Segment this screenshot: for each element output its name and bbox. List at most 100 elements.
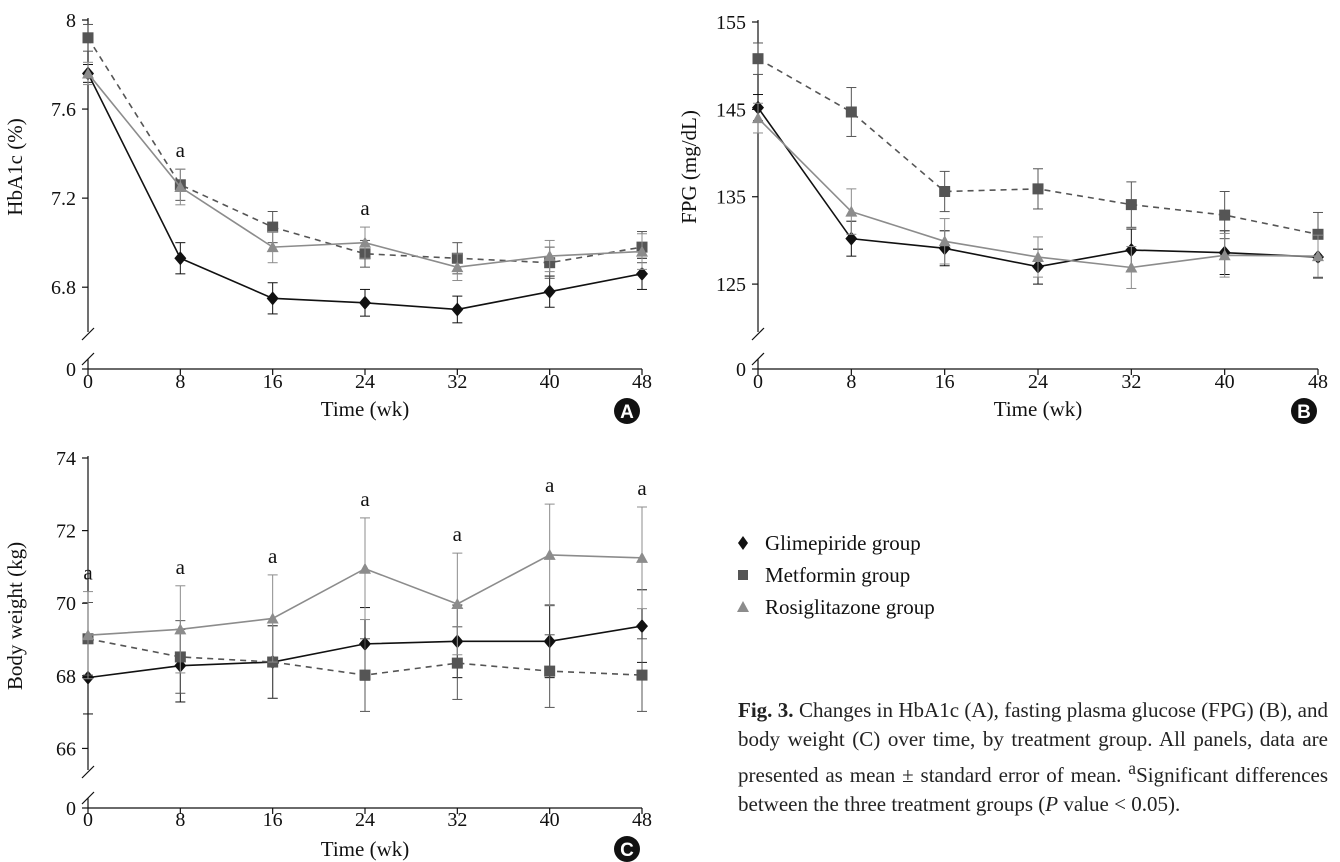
- y-tick-label: 74: [56, 448, 76, 470]
- x-tick-label: 0: [83, 371, 93, 393]
- series-metformin: [752, 42, 1324, 257]
- x-tick-label: 0: [753, 371, 763, 393]
- data-point-triangle: [451, 261, 464, 273]
- y-tick-label: 70: [56, 593, 76, 615]
- x-tick-label: 40: [1215, 371, 1235, 393]
- legend: Glimepiride group Metformin group Rosiglit…: [737, 531, 935, 619]
- data-point-triangle: [636, 245, 648, 257]
- data-point-square: [1219, 209, 1231, 221]
- significance-mark: a: [360, 196, 370, 220]
- data-point-diamond: [636, 619, 648, 634]
- y-tick-label: 125: [716, 274, 746, 296]
- y-tick-label: 0: [736, 359, 746, 381]
- significance-mark: a: [83, 561, 93, 585]
- significance-mark: a: [360, 487, 370, 511]
- x-tick-label: 24: [1028, 371, 1048, 393]
- data-point-triangle: [543, 548, 556, 560]
- data-point-square: [451, 657, 463, 669]
- panel-badge-label: A: [620, 402, 634, 423]
- data-point-square: [1312, 228, 1324, 240]
- x-tick-label: 24: [355, 371, 375, 393]
- significance-mark: a: [453, 522, 463, 546]
- data-point-diamond: [451, 302, 464, 317]
- series-glimepiride: [82, 64, 648, 324]
- data-point-diamond: [543, 284, 556, 299]
- data-point-triangle: [752, 112, 764, 124]
- data-point-square: [359, 669, 371, 681]
- y-tick-label: 7.2: [51, 188, 76, 210]
- legend-marker-diamond: [738, 536, 748, 550]
- chart-panel-c: 0 8 16 24 32 40 48 0 66 68 70 72 74 Time (wk) Body wei…: [3, 448, 652, 862]
- x-tick-label: 8: [175, 809, 185, 831]
- panel-badge-label: B: [1297, 402, 1311, 423]
- y-axis-title: HbA1c (%): [3, 118, 27, 215]
- x-tick-label: 32: [447, 371, 467, 393]
- x-tick-label: 48: [632, 371, 652, 393]
- data-point-diamond: [174, 251, 187, 266]
- significance-mark: a: [545, 473, 555, 497]
- data-point-square: [1125, 199, 1137, 211]
- data-point-triangle: [359, 562, 371, 574]
- series-rosiglitazone: [82, 61, 648, 282]
- data-point-triangle: [1312, 250, 1324, 262]
- x-tick-label: 8: [175, 371, 185, 393]
- y-tick-label: 72: [56, 521, 76, 543]
- significance-mark: a: [176, 138, 186, 162]
- panel-badge: [614, 398, 640, 424]
- significance-mark: a: [637, 476, 647, 500]
- data-point-triangle: [266, 241, 279, 253]
- caption-label: Fig. 3.: [738, 698, 794, 722]
- series-rosiglitazone: [752, 102, 1324, 289]
- x-tick-label: 0: [83, 809, 93, 831]
- data-point-triangle: [174, 623, 187, 635]
- caption-footnote-italic: P: [1045, 792, 1059, 816]
- x-tick-label: 40: [540, 371, 560, 393]
- x-axis-title: Time (wk): [321, 397, 409, 421]
- legend-label: Metformin group: [765, 563, 910, 587]
- data-point-square: [544, 665, 556, 677]
- y-axis-break-mark: [81, 327, 95, 341]
- x-tick-label: 24: [355, 809, 375, 831]
- y-tick-label: 68: [56, 666, 76, 688]
- caption-footnote-mark: a: [1128, 758, 1137, 778]
- x-tick-label: 40: [540, 809, 560, 831]
- data-point-triangle: [1218, 249, 1231, 261]
- data-point-triangle: [174, 181, 187, 192]
- significance-mark: a: [176, 555, 186, 579]
- data-point-triangle: [845, 205, 858, 217]
- data-point-triangle: [636, 551, 648, 563]
- data-point-diamond: [266, 291, 279, 306]
- y-tick-label: 0: [66, 798, 76, 820]
- panel-badge: [1291, 398, 1317, 424]
- x-tick-label: 48: [1308, 371, 1328, 393]
- data-point-diamond: [636, 266, 648, 281]
- data-point-triangle: [1032, 251, 1044, 263]
- data-point-triangle: [938, 235, 951, 247]
- x-axis-title: Time (wk): [994, 397, 1082, 421]
- data-point-triangle: [359, 236, 371, 248]
- panel-badge-label: C: [620, 840, 634, 861]
- data-point-triangle: [82, 67, 94, 79]
- figure-caption: Fig. 3. Changes in HbA1c (A), fasting pl…: [738, 696, 1328, 819]
- y-axis-title: Body weight (kg): [3, 542, 27, 690]
- chart-panel-a: 0 8 16 24 32 40 48 0 6.8 7.2 7.6 8 Time (wk) HbA1c (%…: [3, 10, 652, 424]
- series-line: [87, 73, 643, 311]
- data-point-square: [752, 53, 764, 65]
- x-tick-label: 16: [263, 809, 283, 831]
- caption-footnote-text: Significant differences between the thre…: [738, 763, 1329, 816]
- panel-badge: [614, 836, 640, 862]
- x-tick-label: 16: [263, 371, 283, 393]
- y-tick-label: 155: [716, 12, 746, 34]
- x-tick-label: 32: [1121, 371, 1141, 393]
- x-tick-label: 48: [632, 809, 652, 831]
- caption-footnote-end: value < 0.05).: [1058, 792, 1181, 816]
- x-axis-title: Time (wk): [321, 837, 409, 861]
- caption-text: Changes in HbA1c (A), fasting plasma glu…: [738, 698, 1329, 787]
- y-tick-label: 66: [56, 738, 76, 760]
- y-tick-label: 8: [66, 10, 76, 32]
- y-tick-label: 0: [66, 359, 76, 381]
- x-tick-label: 16: [935, 371, 955, 393]
- legend-label: Glimepiride group: [765, 531, 921, 555]
- legend-label: Rosiglitazone group: [765, 595, 935, 619]
